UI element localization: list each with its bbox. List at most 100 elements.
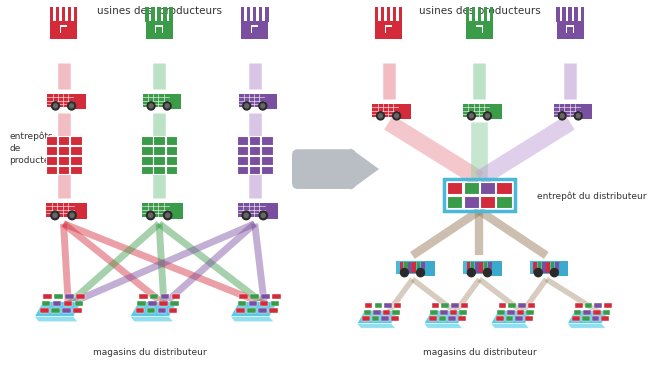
FancyBboxPatch shape [166,146,177,155]
FancyBboxPatch shape [53,301,61,306]
FancyBboxPatch shape [151,7,155,22]
FancyBboxPatch shape [422,261,435,276]
FancyBboxPatch shape [381,7,384,22]
FancyBboxPatch shape [490,7,493,22]
FancyBboxPatch shape [239,94,271,107]
FancyBboxPatch shape [169,203,183,219]
FancyBboxPatch shape [499,303,506,308]
FancyBboxPatch shape [237,156,248,165]
Text: entrepôt du distributeur: entrepôt du distributeur [537,191,646,201]
FancyBboxPatch shape [247,308,256,313]
FancyBboxPatch shape [480,262,483,273]
FancyBboxPatch shape [51,308,60,313]
FancyBboxPatch shape [386,27,392,34]
FancyBboxPatch shape [62,7,65,22]
FancyBboxPatch shape [251,25,259,33]
Polygon shape [568,310,609,324]
FancyBboxPatch shape [239,293,248,299]
Circle shape [400,269,408,277]
FancyBboxPatch shape [142,203,176,217]
FancyBboxPatch shape [429,316,437,321]
FancyBboxPatch shape [54,293,63,299]
FancyBboxPatch shape [574,7,578,22]
Circle shape [163,102,171,110]
FancyBboxPatch shape [496,316,504,321]
FancyBboxPatch shape [146,21,173,39]
FancyBboxPatch shape [60,25,67,33]
FancyBboxPatch shape [530,261,562,274]
FancyBboxPatch shape [582,316,590,321]
FancyBboxPatch shape [603,310,610,315]
FancyBboxPatch shape [475,262,479,273]
FancyBboxPatch shape [466,21,493,39]
FancyBboxPatch shape [476,27,482,34]
FancyBboxPatch shape [375,7,378,22]
FancyBboxPatch shape [50,7,53,22]
FancyBboxPatch shape [375,303,382,308]
FancyBboxPatch shape [439,316,446,321]
FancyBboxPatch shape [372,316,380,321]
FancyBboxPatch shape [466,262,470,273]
Polygon shape [230,316,273,322]
FancyBboxPatch shape [259,7,263,22]
FancyBboxPatch shape [141,165,153,174]
FancyBboxPatch shape [50,21,77,39]
FancyBboxPatch shape [476,25,483,33]
FancyBboxPatch shape [408,262,412,273]
Circle shape [53,213,57,218]
FancyBboxPatch shape [261,165,273,174]
FancyBboxPatch shape [362,316,370,321]
FancyBboxPatch shape [373,310,381,315]
FancyBboxPatch shape [42,301,51,306]
FancyBboxPatch shape [567,27,573,34]
Circle shape [149,213,153,218]
Circle shape [165,213,169,218]
FancyBboxPatch shape [488,262,492,273]
Polygon shape [568,324,606,328]
FancyBboxPatch shape [387,7,390,22]
FancyBboxPatch shape [399,7,402,22]
FancyBboxPatch shape [516,316,523,321]
FancyBboxPatch shape [480,196,495,208]
Polygon shape [424,310,466,324]
FancyBboxPatch shape [557,21,584,39]
Circle shape [468,112,476,120]
Polygon shape [357,324,396,328]
Circle shape [379,114,382,118]
FancyBboxPatch shape [372,104,405,117]
FancyBboxPatch shape [47,94,79,107]
FancyBboxPatch shape [450,310,458,315]
FancyBboxPatch shape [73,94,85,109]
FancyBboxPatch shape [253,7,257,22]
Circle shape [165,104,169,108]
FancyBboxPatch shape [451,303,459,308]
FancyBboxPatch shape [150,293,159,299]
Polygon shape [491,310,533,324]
FancyBboxPatch shape [153,156,165,165]
FancyBboxPatch shape [398,104,411,119]
FancyBboxPatch shape [484,262,488,273]
FancyBboxPatch shape [58,165,69,174]
FancyBboxPatch shape [594,303,602,308]
FancyBboxPatch shape [74,7,77,22]
FancyBboxPatch shape [265,7,269,22]
FancyBboxPatch shape [550,262,554,273]
FancyBboxPatch shape [40,308,49,313]
Circle shape [468,269,476,277]
Circle shape [67,102,75,110]
Circle shape [261,104,265,108]
FancyBboxPatch shape [261,146,273,155]
Circle shape [393,112,401,120]
FancyBboxPatch shape [385,25,392,33]
FancyBboxPatch shape [440,310,448,315]
FancyBboxPatch shape [592,316,600,321]
FancyBboxPatch shape [145,7,149,22]
FancyBboxPatch shape [56,7,59,22]
FancyBboxPatch shape [580,7,584,22]
FancyBboxPatch shape [241,21,268,39]
FancyBboxPatch shape [76,293,85,299]
FancyBboxPatch shape [141,156,153,165]
Polygon shape [35,301,82,316]
FancyBboxPatch shape [271,301,279,306]
Circle shape [51,211,59,220]
